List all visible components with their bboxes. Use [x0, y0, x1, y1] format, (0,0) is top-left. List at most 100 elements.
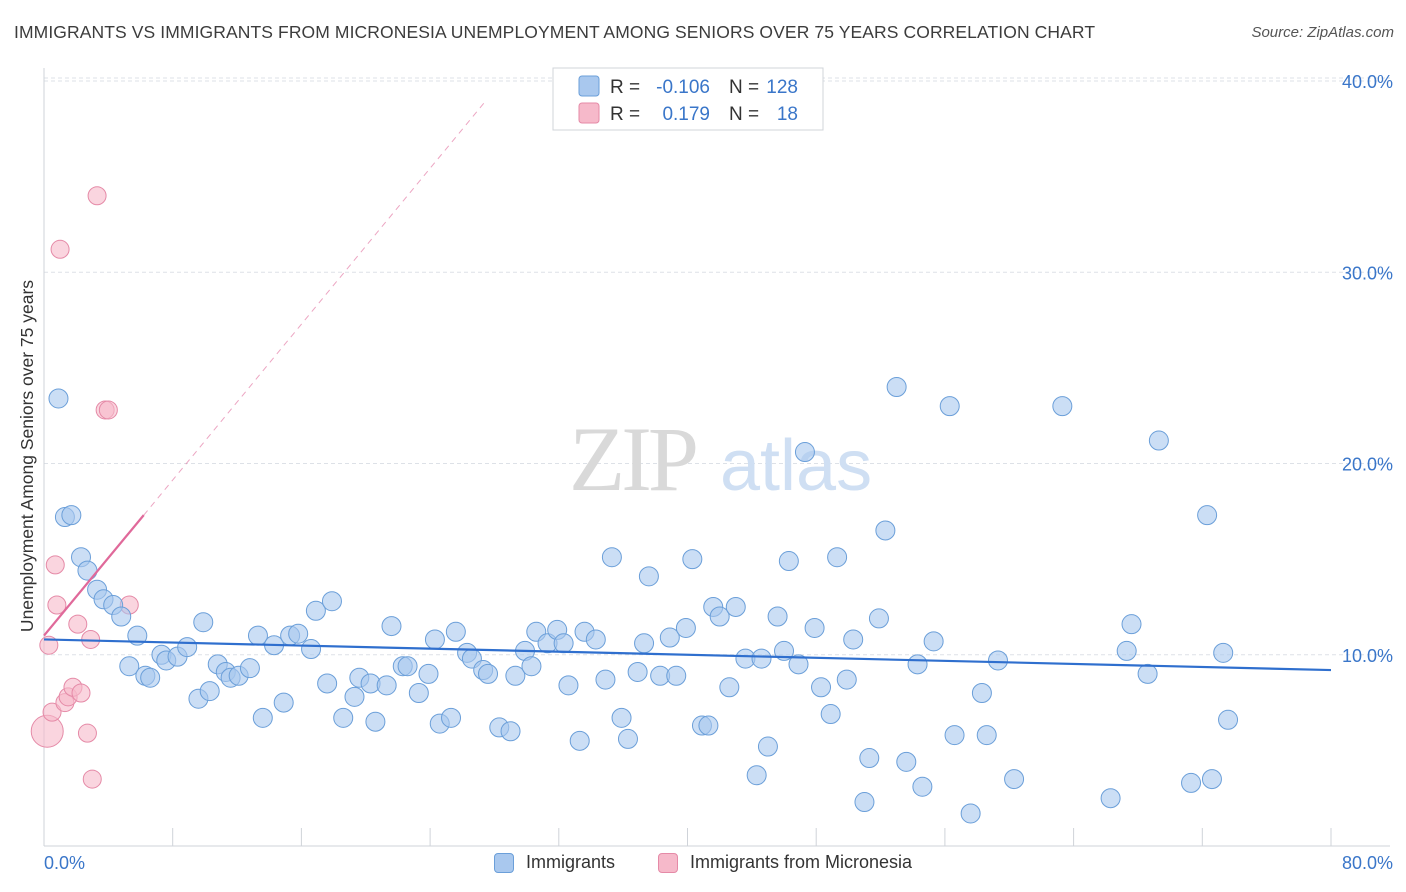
point-immigrants-24 — [239, 658, 260, 679]
legend-swatch-micronesia — [658, 852, 678, 873]
legend-item-immigrants[interactable]: Immigrants — [494, 852, 615, 873]
point-micronesia-9 — [68, 614, 88, 634]
point-immigrants-39 — [365, 711, 386, 732]
point-immigrants-98 — [836, 669, 857, 690]
point-immigrants-118 — [1116, 640, 1137, 661]
point-immigrants-121 — [1148, 430, 1169, 451]
point-immigrants-91 — [778, 551, 799, 572]
point-immigrants-12 — [140, 667, 161, 688]
point-immigrants-76 — [666, 665, 687, 686]
point-immigrants-125 — [1213, 642, 1234, 663]
y-tick-label-2: 30.0% — [1342, 263, 1393, 283]
stats-legend-swatch-blue — [578, 75, 600, 97]
source-label: Source: ZipAtlas.com — [1251, 24, 1394, 41]
point-immigrants-69 — [611, 707, 632, 728]
point-immigrants-16 — [177, 637, 198, 658]
point-immigrants-68 — [601, 547, 622, 568]
point-immigrants-33 — [317, 673, 338, 694]
point-immigrants-4 — [77, 560, 98, 581]
point-micronesia-16 — [98, 400, 118, 420]
stats-n-value-blue: 128 — [766, 77, 798, 98]
stats-n-label-blue: N = — [729, 77, 759, 98]
point-immigrants-111 — [960, 803, 981, 824]
point-immigrants-53 — [478, 663, 499, 684]
point-immigrants-28 — [273, 692, 294, 713]
point-immigrants-104 — [886, 377, 907, 397]
point-immigrants-115 — [1004, 769, 1025, 790]
point-immigrants-103 — [875, 520, 896, 541]
point-immigrants-110 — [944, 725, 965, 746]
point-immigrants-49 — [445, 621, 466, 642]
point-immigrants-19 — [199, 681, 220, 702]
point-immigrants-34 — [321, 591, 342, 612]
watermark-zip: ZIP — [569, 408, 696, 510]
point-immigrants-102 — [868, 608, 889, 629]
stats-n-label-pink: N = — [729, 104, 759, 125]
point-immigrants-70 — [617, 728, 638, 749]
point-micronesia-10 — [71, 683, 91, 703]
point-immigrants-31 — [301, 639, 322, 660]
legend-label-immigrants: Immigrants — [526, 852, 616, 872]
point-immigrants-45 — [418, 663, 439, 684]
bottom-legend: Immigrants Immigrants from Micronesia — [0, 852, 1406, 878]
point-immigrants-36 — [344, 686, 365, 707]
point-immigrants-82 — [709, 606, 730, 627]
point-immigrants-126 — [1218, 709, 1239, 730]
point-immigrants-123 — [1197, 505, 1218, 526]
point-immigrants-9 — [127, 625, 148, 646]
point-immigrants-62 — [553, 633, 574, 654]
point-immigrants-56 — [505, 665, 526, 686]
point-immigrants-99 — [843, 629, 864, 650]
point-immigrants-30 — [288, 623, 309, 644]
x-tick-label-0: 0.0% — [44, 853, 85, 873]
point-immigrants-35 — [333, 707, 354, 728]
trendline-micronesia — [43, 514, 145, 637]
point-immigrants-93 — [794, 442, 815, 463]
stats-r-label-blue: R = — [610, 77, 640, 98]
point-immigrants-43 — [397, 656, 418, 677]
point-micronesia-11 — [77, 723, 97, 743]
point-immigrants-89 — [767, 606, 788, 627]
point-immigrants-48 — [441, 707, 462, 728]
point-immigrants-101 — [859, 748, 880, 769]
point-immigrants-72 — [634, 633, 655, 654]
point-immigrants-90 — [774, 640, 795, 661]
point-immigrants-87 — [751, 648, 772, 669]
point-immigrants-97 — [827, 547, 848, 568]
point-immigrants-92 — [788, 654, 809, 675]
point-immigrants-116 — [1052, 396, 1073, 417]
point-immigrants-94 — [804, 617, 825, 638]
point-immigrants-96 — [820, 704, 841, 725]
point-immigrants-10 — [119, 656, 140, 677]
point-immigrants-122 — [1181, 772, 1202, 793]
stats-r-label-pink: R = — [610, 104, 640, 125]
point-immigrants-26 — [252, 707, 273, 728]
series-immigrants-points — [48, 377, 1239, 824]
point-immigrants-63 — [558, 675, 579, 696]
point-immigrants-8 — [111, 606, 132, 627]
point-immigrants-66 — [585, 629, 606, 650]
point-immigrants-46 — [424, 629, 445, 650]
point-immigrants-109 — [939, 396, 960, 417]
point-immigrants-18 — [193, 612, 214, 633]
point-immigrants-0 — [48, 388, 69, 409]
point-immigrants-120 — [1137, 663, 1158, 684]
point-immigrants-113 — [976, 725, 997, 746]
point-immigrants-78 — [682, 549, 703, 570]
stats-r-value-pink: 0.179 — [662, 104, 710, 125]
point-immigrants-32 — [305, 600, 326, 621]
grid-layer — [44, 77, 1390, 656]
legend-swatch-immigrants — [494, 852, 514, 873]
point-immigrants-105 — [896, 751, 917, 772]
tick-labels: 10.0% 20.0% 30.0% 40.0% 0.0% 80.0% Unemploymen… — [17, 72, 1393, 873]
legend-label-micronesia: Immigrants from Micronesia — [690, 852, 913, 872]
point-immigrants-73 — [638, 566, 659, 587]
point-immigrants-106 — [907, 654, 928, 675]
point-immigrants-58 — [521, 656, 542, 677]
point-immigrants-44 — [408, 683, 429, 703]
point-micronesia-14 — [87, 186, 107, 206]
legend-item-micronesia[interactable]: Immigrants from Micronesia — [658, 852, 912, 873]
point-immigrants-107 — [912, 776, 933, 797]
point-immigrants-112 — [971, 683, 992, 703]
